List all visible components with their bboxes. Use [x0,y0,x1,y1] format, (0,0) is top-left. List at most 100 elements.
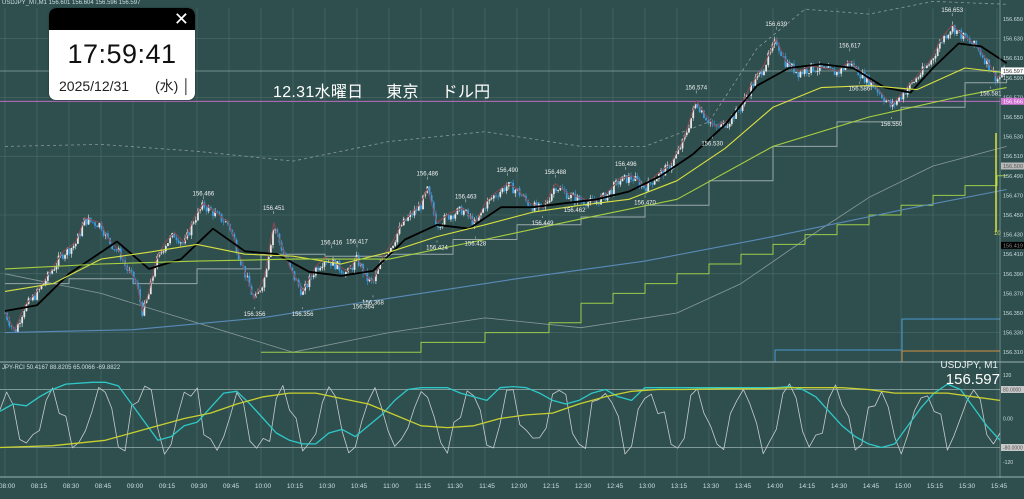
svg-text:156.490: 156.490 [497,168,519,174]
svg-text:156.597: 156.597 [1003,69,1023,75]
svg-text:-120: -120 [1003,460,1013,466]
svg-text:09:30: 09:30 [191,483,208,490]
svg-text:12:00: 12:00 [511,483,528,490]
svg-text:15:15: 15:15 [927,483,944,490]
svg-text:12:30: 12:30 [575,483,592,490]
svg-text:0.00: 0.00 [1003,417,1013,423]
svg-text:156.417: 156.417 [346,239,368,245]
close-icon[interactable]: ✕ [173,9,189,29]
svg-text:156.639: 156.639 [765,22,787,28]
svg-text:156.350: 156.350 [1003,311,1023,317]
svg-text:13:30: 13:30 [703,483,720,490]
svg-text:11:30: 11:30 [447,483,463,490]
svg-text:156.650: 156.650 [1003,17,1023,23]
svg-text:156.356: 156.356 [244,312,266,318]
svg-text:156.617: 156.617 [839,43,861,49]
svg-text:10:00: 10:00 [255,483,272,490]
svg-text:156.416: 156.416 [321,240,343,246]
svg-text:156.581: 156.581 [980,92,1002,98]
svg-text:156.410: 156.410 [1003,252,1023,258]
svg-text:156.451: 156.451 [263,206,285,212]
svg-text:14:15: 14:15 [799,483,816,490]
clock-weekday: (水) [154,78,179,94]
title-pair: ドル円 [441,84,491,101]
svg-text:156.470: 156.470 [1003,193,1023,199]
svg-text:10:45: 10:45 [351,483,368,490]
title-date-day: 12.31水曜日 [273,84,364,101]
svg-text:156.419: 156.419 [1003,243,1023,249]
svg-text:13:45: 13:45 [735,483,752,490]
clock-date-line: 2025/12/31 (水) │ [49,76,195,96]
svg-text:10:15: 10:15 [287,483,304,490]
svg-text:156.449: 156.449 [532,221,554,227]
svg-text:15:00: 15:00 [895,483,912,490]
svg-text:11:45: 11:45 [479,483,495,490]
svg-text:120: 120 [1003,373,1012,379]
svg-text:156.428: 156.428 [465,242,487,248]
svg-text:156.356: 156.356 [292,312,314,318]
svg-text:08:45: 08:45 [95,483,112,490]
svg-text:15:30: 15:30 [959,483,976,490]
svg-text:156.510: 156.510 [1003,154,1023,160]
clock-time: 17:59:41 [67,39,177,69]
svg-text:08:15: 08:15 [31,483,48,490]
chart-symbol-ohlc: USDJPY_MT,M1 156.601 156.604 156.596 156… [2,0,141,6]
svg-text:156.550: 156.550 [881,122,903,128]
svg-text:156.488: 156.488 [545,170,567,176]
svg-text:10: 10 [994,231,1001,237]
current-price-display: 156.597 [945,371,1000,388]
svg-text:09:15: 09:15 [159,483,176,490]
svg-text:156.466: 156.466 [193,191,215,197]
svg-text:10:30: 10:30 [319,483,336,490]
clock-title-bar[interactable]: ✕ [49,8,195,30]
clock-widget[interactable]: ✕ 17:59:41 2025/12/31 (水) │ [49,8,195,100]
svg-text:156.424: 156.424 [426,245,448,251]
svg-text:08:30: 08:30 [63,483,80,490]
clock-trailing-glyph: │ [182,78,191,94]
clock-date: 2025/12/31 [59,78,130,94]
svg-text:156.310: 156.310 [1003,350,1023,356]
svg-text:156.463: 156.463 [455,194,477,200]
svg-text:14:00: 14:00 [767,483,784,490]
svg-text:156.496: 156.496 [615,162,637,168]
svg-text:156.330: 156.330 [1003,331,1023,337]
svg-text:156.486: 156.486 [417,172,439,178]
svg-text:156.470: 156.470 [634,200,656,206]
svg-text:156.586: 156.586 [849,87,871,93]
svg-text:80.0000: 80.0000 [1003,388,1021,394]
symbol-timeframe-label: USDJPY, M1 [940,360,998,371]
svg-text:156.364: 156.364 [353,304,375,310]
title-session: 東京 [386,84,419,101]
svg-text:15:45: 15:45 [991,483,1008,490]
svg-text:12:15: 12:15 [543,483,560,490]
svg-text:-80.0000: -80.0000 [1003,446,1023,452]
svg-text:156.630: 156.630 [1003,37,1023,43]
svg-text:156.390: 156.390 [1003,272,1023,278]
svg-text:156.550: 156.550 [1003,115,1023,121]
svg-text:08:00: 08:00 [0,483,16,490]
rci-indicator-values: JPY-RCI 50.4167 88.8205 65.0066 -69.8822 [2,365,121,371]
svg-text:156.370: 156.370 [1003,291,1023,297]
svg-text:14:30: 14:30 [831,483,848,490]
svg-text:156.574: 156.574 [685,85,707,91]
svg-text:156.610: 156.610 [1003,56,1023,62]
svg-text:09:00: 09:00 [127,483,144,490]
svg-text:14:45: 14:45 [863,483,880,490]
svg-text:13:00: 13:00 [639,483,656,490]
svg-text:156.566: 156.566 [1003,99,1023,105]
svg-text:156.653: 156.653 [941,8,963,14]
svg-text:156.490: 156.490 [1003,174,1023,180]
svg-text:09:45: 09:45 [223,483,240,490]
svg-text:11:00: 11:00 [383,483,399,490]
svg-text:11:15: 11:15 [415,483,431,490]
svg-text:156.500: 156.500 [1003,164,1023,170]
svg-text:156.462: 156.462 [564,208,586,214]
chart-title-overlay: 12.31水曜日 東京 ドル円 [273,78,508,102]
svg-text:13:15: 13:15 [671,483,688,490]
svg-text:156.530: 156.530 [1003,135,1023,141]
svg-text:156.368: 156.368 [362,300,384,306]
svg-text:156.430: 156.430 [1003,233,1023,239]
svg-text:12:45: 12:45 [607,483,624,490]
svg-text:156.450: 156.450 [1003,213,1023,219]
svg-text:156.590: 156.590 [1003,76,1023,82]
